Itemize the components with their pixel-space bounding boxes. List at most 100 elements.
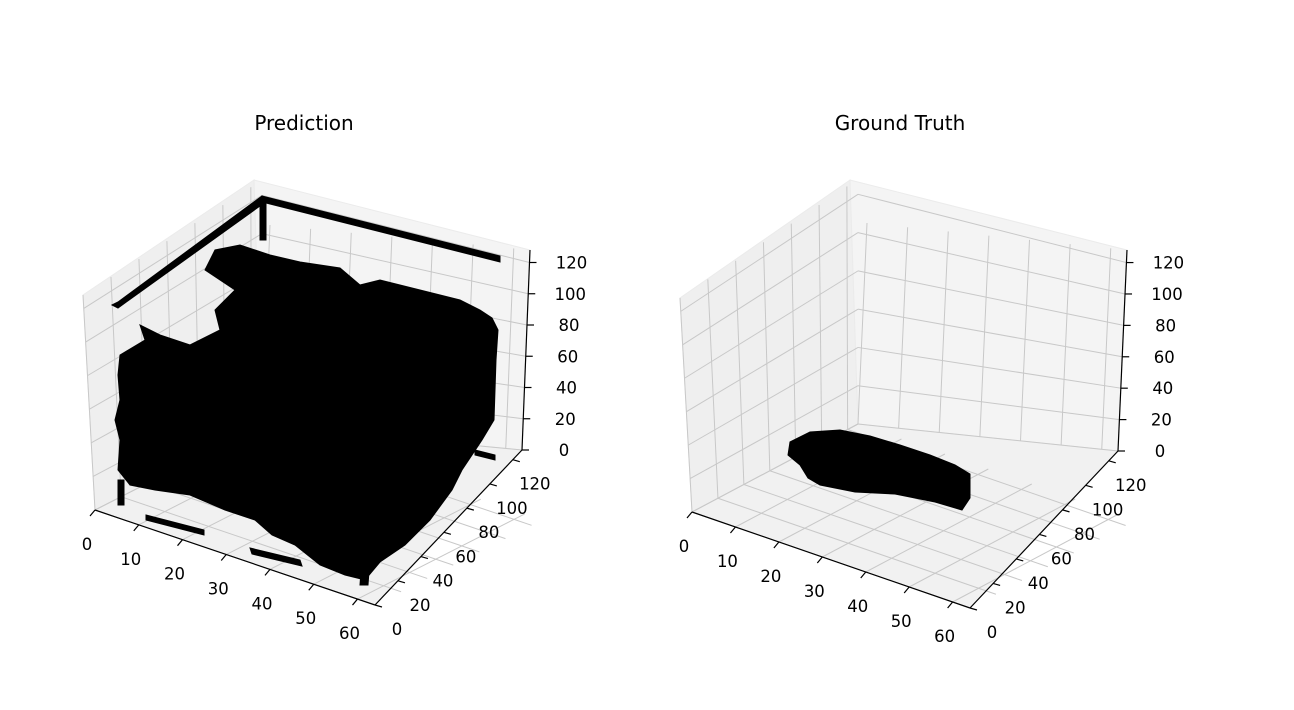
x-tick-label: 20 xyxy=(164,565,185,584)
x-tick-mark xyxy=(947,601,954,609)
y-tick-mark xyxy=(443,531,452,535)
x-tick-label: 30 xyxy=(208,580,229,599)
y-tick-label: 80 xyxy=(478,523,499,542)
z-back-gridline xyxy=(857,385,1120,421)
y-tick-label: 40 xyxy=(1028,574,1049,593)
y-tick-mark xyxy=(969,607,978,611)
y-tick-label: 120 xyxy=(1115,476,1147,495)
ground-truth-voxels xyxy=(787,429,971,511)
z-back-gridline xyxy=(857,270,1124,326)
z-tick-label: 20 xyxy=(1151,411,1172,430)
z-tick-label: 40 xyxy=(1152,379,1173,398)
x-tick-label: 30 xyxy=(804,582,825,601)
z-tick-label: 80 xyxy=(559,316,580,335)
z-tick-label: 20 xyxy=(555,410,576,429)
left-pane-gridline xyxy=(735,260,745,485)
z-back-gridline xyxy=(857,346,1121,389)
x-tick-mark xyxy=(686,511,693,519)
x-tick-mark xyxy=(860,571,867,579)
y-tick-mark xyxy=(1062,509,1070,513)
z-tick-label: 40 xyxy=(556,379,577,398)
prediction-voxel-bottom-strip xyxy=(249,547,303,567)
z-tick-label: 60 xyxy=(557,347,578,366)
prediction-voxel-dots xyxy=(145,514,205,536)
left-pane-gridline xyxy=(790,223,797,458)
y-tick-mark xyxy=(489,483,498,487)
y-back-gridline xyxy=(1060,244,1071,446)
prediction-voxel-mass xyxy=(114,244,499,581)
y-tick-label: 60 xyxy=(455,547,476,566)
y-tick-label: 80 xyxy=(1074,525,1095,544)
y-floor-gridline xyxy=(743,484,1023,581)
prediction-voxel-back-edge xyxy=(261,195,501,263)
y-tick-mark xyxy=(512,459,520,463)
z-tick-label: 100 xyxy=(555,285,587,304)
left-pane-gridline xyxy=(82,294,96,511)
z-tick-label: 0 xyxy=(1155,442,1166,461)
y-tick-label: 0 xyxy=(392,620,403,639)
left-pane-gridline xyxy=(846,186,849,430)
y-tick-label: 100 xyxy=(496,499,528,518)
y-tick-mark xyxy=(1039,533,1047,537)
x-tick-mark xyxy=(89,509,96,517)
left-pane-gridline xyxy=(762,242,771,471)
x-floor-gridline xyxy=(952,513,1119,603)
x-floor-gridline xyxy=(357,513,525,600)
y-axis-line xyxy=(969,450,1119,609)
y-tick-mark xyxy=(1085,484,1093,488)
y-tick-mark xyxy=(374,604,383,608)
y-tick-label: 60 xyxy=(1051,549,1072,568)
x-tick-label: 40 xyxy=(847,597,868,616)
y-tick-mark xyxy=(992,582,1001,587)
ground-truth-title: Ground Truth xyxy=(835,111,966,135)
z-tick-label: 100 xyxy=(1151,285,1183,304)
x-tick-label: 20 xyxy=(760,567,781,586)
x-floor-gridline xyxy=(908,498,1076,588)
x-tick-mark xyxy=(773,541,780,549)
prediction-voxel-front-edge xyxy=(359,529,373,586)
z-left-gridline xyxy=(686,308,859,413)
prediction-voxel-corner-post xyxy=(117,479,125,506)
z-tick-label: 120 xyxy=(556,254,588,273)
x-tick-mark xyxy=(352,598,358,606)
left-pane-gridline xyxy=(818,205,823,444)
y-tick-mark xyxy=(466,507,475,511)
z-tick-label: 0 xyxy=(559,441,570,460)
prediction-voxel-right-bar xyxy=(474,449,496,461)
prediction-title: Prediction xyxy=(254,111,353,135)
z-back-gridline xyxy=(857,232,1126,295)
y-back-gridline xyxy=(979,235,990,437)
z-left-gridline xyxy=(682,232,859,346)
z-left-gridline xyxy=(680,193,859,312)
y-tick-mark xyxy=(420,555,429,560)
z-left-gridline xyxy=(684,270,859,379)
x-tick-label: 60 xyxy=(339,624,360,643)
z-back-gridline xyxy=(261,233,529,295)
y-axis-line xyxy=(374,449,523,606)
x-tick-mark xyxy=(220,554,227,561)
x-tick-mark xyxy=(264,568,271,576)
x-tick-label: 10 xyxy=(120,550,141,569)
x-axis-line xyxy=(94,509,376,606)
z-back-gridline xyxy=(261,194,530,263)
y-tick-label: 100 xyxy=(1092,500,1124,519)
y-floor-gridline xyxy=(717,497,997,595)
y-tick-label: 40 xyxy=(432,572,453,591)
x-tick-label: 10 xyxy=(717,552,738,571)
z-axis-line xyxy=(1117,249,1128,452)
y-tick-label: 120 xyxy=(519,475,551,494)
z-back-gridline xyxy=(857,308,1123,358)
y-tick-label: 20 xyxy=(409,596,430,615)
x-tick-label: 50 xyxy=(891,612,912,631)
y-back-gridline xyxy=(898,227,909,429)
z-tick-label: 60 xyxy=(1154,348,1175,367)
z-back-gridline xyxy=(857,193,1127,264)
y-floor-gridline xyxy=(769,470,1048,568)
x-tick-mark xyxy=(177,539,183,547)
x-tick-label: 50 xyxy=(295,609,316,628)
z-back-gridline xyxy=(857,423,1119,452)
